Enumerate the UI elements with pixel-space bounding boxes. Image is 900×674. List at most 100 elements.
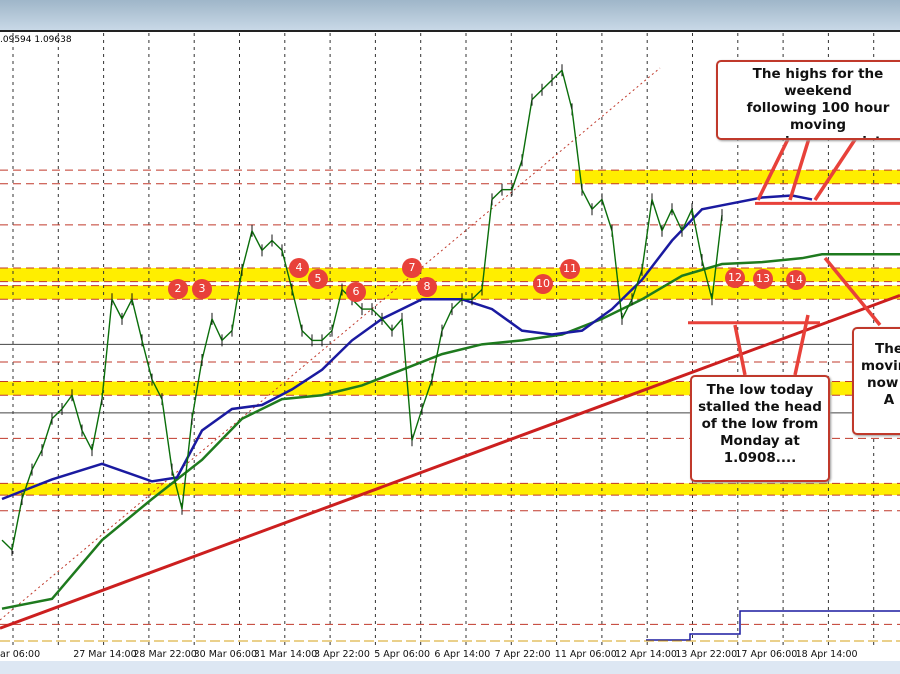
price-segment xyxy=(421,379,433,410)
price-segment xyxy=(631,269,643,300)
price-segment xyxy=(641,199,653,271)
price-segment xyxy=(321,330,333,341)
red-trendline xyxy=(0,293,900,630)
price-segment xyxy=(561,70,573,110)
x-tick-label: 18 Apr 14:00 xyxy=(795,649,858,660)
swing-marker: 14 xyxy=(786,270,806,290)
swing-marker: 12 xyxy=(725,268,745,288)
price-segment xyxy=(121,298,133,320)
dotted-trendline xyxy=(0,67,661,621)
annotation-arrow xyxy=(733,324,747,376)
x-tick-label: 11 Apr 06:00 xyxy=(554,649,617,660)
yellow-zone xyxy=(0,285,900,300)
x-tick-label: ar 06:00 xyxy=(0,649,41,660)
x-tick-label: 3 Apr 22:00 xyxy=(314,649,370,660)
price-segment xyxy=(21,469,33,500)
x-tick-label: 5 Apr 06:00 xyxy=(374,649,431,660)
price-segment xyxy=(411,408,423,441)
annotation-moving-average: The moving now c A xyxy=(852,327,900,435)
price-segment xyxy=(451,298,463,310)
price-segment xyxy=(521,99,533,161)
x-tick-label: 27 Mar 14:00 xyxy=(73,649,137,660)
price-segment xyxy=(391,318,403,332)
price-segment xyxy=(71,395,83,431)
price-segment xyxy=(61,394,73,410)
price-segment xyxy=(241,230,253,271)
ma100-line xyxy=(1,194,813,501)
price-segment xyxy=(671,208,683,232)
price-segment xyxy=(231,269,243,331)
price-segment xyxy=(211,318,223,341)
annotation-arrow xyxy=(823,256,882,327)
x-tick-label: 31 Mar 14:00 xyxy=(253,649,318,660)
price-segment xyxy=(271,240,283,251)
ohlc-readout: .09594 1.09638 xyxy=(0,35,72,45)
price-segment xyxy=(661,208,673,232)
price-segment xyxy=(261,240,273,251)
price-segment xyxy=(571,109,583,190)
price-segment xyxy=(291,289,303,331)
swing-marker: 6 xyxy=(346,282,366,302)
price-chart[interactable] xyxy=(0,0,900,645)
annotation-arrow xyxy=(788,134,812,201)
price-segment xyxy=(131,299,143,341)
swing-marker: 5 xyxy=(308,269,328,289)
annotation-arrow xyxy=(813,134,860,201)
x-tick-label: 12 Apr 14:00 xyxy=(615,649,677,660)
price-segment xyxy=(181,418,193,509)
swing-marker: 7 xyxy=(402,258,422,278)
price-segment xyxy=(191,359,203,419)
price-segment xyxy=(171,469,183,509)
indicator-line xyxy=(646,610,900,641)
x-tick-label: 17 Apr 06:00 xyxy=(735,649,798,660)
swing-marker: 10 xyxy=(533,274,553,294)
price-segment xyxy=(511,160,523,190)
price-segment xyxy=(81,430,93,451)
x-tick-label: 13 Apr 22:00 xyxy=(675,649,738,660)
price-segment xyxy=(711,215,723,300)
price-segment xyxy=(11,498,23,551)
x-tick-label: 28 Mar 22:00 xyxy=(133,649,197,660)
window-title-bar xyxy=(0,0,900,32)
yellow-zone xyxy=(0,381,900,396)
price-segment xyxy=(251,230,263,251)
price-segment xyxy=(441,308,453,331)
swing-marker: 3 xyxy=(192,279,212,299)
ma200-line xyxy=(1,253,900,610)
price-segment xyxy=(281,250,293,290)
annotation-low-today: The low today stalled the head of the lo… xyxy=(690,375,830,482)
price-segment xyxy=(91,399,103,451)
annotation-arrow xyxy=(756,134,792,201)
price-segment xyxy=(401,318,413,441)
price-segment xyxy=(691,209,703,261)
swing-marker: 4 xyxy=(289,258,309,278)
price-segment xyxy=(481,199,493,290)
annotation-weekend-highs: The highs for the weekend following 100 … xyxy=(716,60,900,140)
price-segment xyxy=(431,330,443,380)
yellow-zone xyxy=(0,483,900,496)
price-segment xyxy=(141,340,153,380)
price-segment xyxy=(381,318,393,332)
annotation-arrow xyxy=(793,314,810,376)
price-segment xyxy=(111,298,123,320)
price-segment xyxy=(611,230,623,319)
price-segment xyxy=(151,379,163,400)
x-tick-label: 30 Mar 06:00 xyxy=(193,649,258,660)
x-tick-label: 6 Apr 14:00 xyxy=(434,649,491,660)
price-segment xyxy=(621,298,633,320)
swing-marker: 13 xyxy=(753,269,773,289)
price-segment xyxy=(31,449,43,470)
price-segment xyxy=(471,289,483,300)
swing-marker: 8 xyxy=(417,277,437,297)
price-segment xyxy=(1,539,13,551)
price-segment xyxy=(551,69,563,81)
price-segment xyxy=(681,208,693,232)
price-segment xyxy=(221,330,233,341)
price-segment xyxy=(331,289,343,331)
x-axis: ar 06:00 27 Mar 14:00 28 Mar 22:00 30 Mar 0… xyxy=(0,645,900,661)
swing-marker: 2 xyxy=(168,279,188,299)
swing-marker: 11 xyxy=(560,259,580,279)
price-segment xyxy=(601,199,613,231)
price-segment xyxy=(301,330,313,341)
price-segment xyxy=(541,79,553,91)
